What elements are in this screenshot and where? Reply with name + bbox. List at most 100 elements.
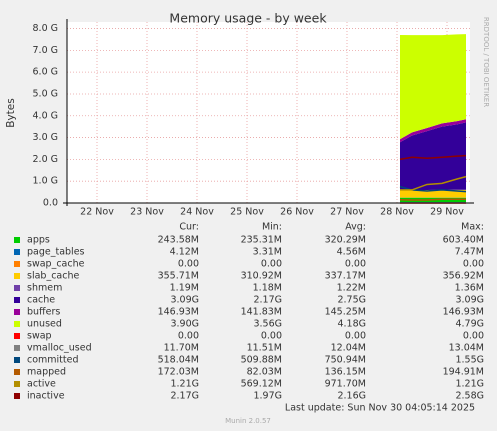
legend-swatch: [14, 381, 20, 387]
legend-stat: 4.18G: [337, 319, 366, 330]
legend-stat: 0.00: [463, 259, 484, 270]
legend-stat: 2.17G: [253, 295, 282, 306]
y-tick-label: 3.0 G: [33, 132, 59, 143]
legend-stat: 141.83M: [241, 307, 282, 318]
legend-stat: 355.71M: [158, 271, 199, 282]
area: [400, 122, 466, 191]
y-tick-label: 7.0 G: [33, 45, 59, 56]
legend-stat: 4.79G: [455, 319, 484, 330]
legend-label: active: [27, 379, 56, 390]
legend-stat: 0.00: [178, 331, 199, 342]
area: [400, 34, 466, 140]
legend-stat: 12.04M: [331, 343, 366, 354]
legend-stat: 145.25M: [325, 307, 366, 318]
line: [399, 154, 467, 161]
legend-stat: 3.09G: [170, 295, 199, 306]
legend-stat: 0.00: [345, 259, 366, 270]
legend-stat: 3.90G: [170, 319, 199, 330]
legend-swatch: [14, 261, 20, 267]
column-header: Avg:: [345, 222, 366, 233]
legend-stat: 337.17M: [325, 271, 366, 282]
legend-label: swap_cache: [27, 259, 85, 270]
legend-label: buffers: [27, 307, 60, 318]
y-tick-label: 8.0 G: [33, 23, 59, 34]
legend-label: apps: [27, 235, 50, 246]
legend-swatch: [14, 249, 20, 255]
legend-stat: 1.36M: [455, 283, 484, 294]
legend-swatch: [14, 285, 20, 291]
legend-label: inactive: [27, 391, 65, 402]
legend-label: shmem: [27, 283, 62, 294]
legend-swatch: [14, 357, 20, 363]
y-tick-label: 6.0 G: [33, 67, 59, 78]
legend-stat: 509.88M: [241, 355, 282, 366]
x-tick-label: 24 Nov: [180, 207, 214, 218]
last-update: Last update: Sun Nov 30 04:05:14 2025: [285, 403, 475, 414]
column-header: Min:: [262, 222, 282, 233]
y-tick-label: 2.0 G: [33, 154, 59, 165]
line: [400, 175, 467, 191]
legend-label: vmalloc_used: [27, 343, 92, 354]
legend-swatch: [14, 237, 20, 243]
legend-stat: 4.56M: [337, 247, 366, 258]
legend-label: slab_cache: [27, 271, 79, 282]
legend-stat: 146.93M: [158, 307, 199, 318]
legend-stat: 4.12M: [170, 247, 199, 258]
x-tick-label: 29 Nov: [430, 207, 464, 218]
legend-label: committed: [27, 355, 79, 366]
y-tick-label: 5.0 G: [33, 88, 59, 99]
legend-stat: 3.56G: [253, 319, 282, 330]
legend-swatch: [14, 345, 20, 351]
line: [399, 198, 467, 201]
legend-stat: 172.03M: [158, 367, 199, 378]
legend-stat: 0.00: [463, 331, 484, 342]
x-tick-label: 26 Nov: [280, 207, 314, 218]
legend-stat: 7.47M: [455, 247, 484, 258]
legend-swatch: [14, 297, 20, 303]
legend-stat: 243.58M: [158, 235, 199, 246]
legend-stat: 2.75G: [337, 295, 366, 306]
legend-swatch: [14, 393, 20, 399]
legend-label: page_tables: [27, 247, 85, 258]
legend-stat: 194.91M: [443, 367, 484, 378]
legend-stat: 1.18M: [253, 283, 282, 294]
x-tick-label: 22 Nov: [80, 207, 114, 218]
legend-stat: 235.31M: [241, 235, 282, 246]
legend-stat: 518.04M: [158, 355, 199, 366]
legend-stat: 0.00: [261, 259, 282, 270]
legend-stat: 1.21G: [170, 379, 199, 390]
legend-label: cache: [27, 295, 55, 306]
legend-stat: 356.92M: [443, 271, 484, 282]
x-tick-label: 27 Nov: [330, 207, 364, 218]
y-axis-label: Bytes: [5, 98, 17, 127]
area: [400, 119, 466, 143]
x-tick-label: 28 Nov: [380, 207, 414, 218]
legend-stat: 3.31M: [253, 247, 282, 258]
column-header: Max:: [461, 222, 484, 233]
legend-swatch: [14, 369, 20, 375]
legend-stat: 0.00: [261, 331, 282, 342]
legend-stat: 2.16G: [337, 391, 366, 402]
legend-label: swap: [27, 331, 52, 342]
legend-stat: 136.15M: [325, 367, 366, 378]
legend-label: unused: [27, 319, 62, 330]
chart-title: Memory usage - by week: [169, 11, 327, 26]
legend-stat: 2.58G: [455, 391, 484, 402]
legend-stat: 310.92M: [241, 271, 282, 282]
x-tick-label: 25 Nov: [230, 207, 264, 218]
legend-stat: 1.21G: [455, 379, 484, 390]
y-tick-label: 0.0: [43, 198, 58, 209]
legend-label: mapped: [27, 367, 66, 378]
legend-stat: 320.29M: [325, 235, 366, 246]
y-tick-label: 4.0 G: [33, 110, 59, 121]
legend-stat: 13.04M: [449, 343, 484, 354]
legend-stat: 11.51M: [247, 343, 282, 354]
y-tick-label: 1.0 G: [33, 176, 59, 187]
legend-stat: 603.40M: [443, 235, 484, 246]
legend-stat: 971.70M: [325, 379, 366, 390]
legend-stat: 0.00: [178, 259, 199, 270]
legend-swatch: [14, 321, 20, 327]
legend-stat: 0.00: [345, 331, 366, 342]
legend-stat: 1.97G: [253, 391, 282, 402]
footer: Munin 2.0.57: [225, 417, 271, 425]
